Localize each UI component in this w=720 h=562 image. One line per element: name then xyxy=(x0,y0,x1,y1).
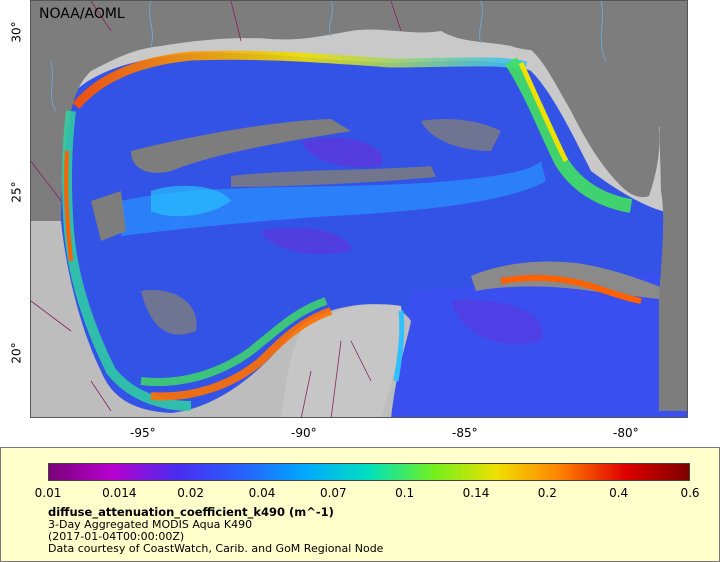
colorbar-tick-label: 0.14 xyxy=(462,486,490,500)
dataset-time: (2017-01-04T00:00:00Z) xyxy=(48,530,185,543)
data-credit: Data courtesy of CoastWatch, Carib. and … xyxy=(48,542,384,555)
cloud-patch-east xyxy=(421,119,501,151)
florida-peninsula xyxy=(526,31,660,198)
colorbar-tick-label: 0.1 xyxy=(395,486,415,500)
purple-patch-1 xyxy=(301,137,383,168)
map-image xyxy=(31,1,687,417)
cloud-patch-south xyxy=(141,290,197,335)
colorbar-tick-label: 0.07 xyxy=(319,486,347,500)
lat-tick-30: 30° xyxy=(9,21,24,43)
lon-tick-85: -85° xyxy=(452,426,478,440)
colorbar-tick-label: 0.01 xyxy=(34,486,62,500)
colorbar-tick-label: 0.4 xyxy=(609,486,629,500)
river-lines xyxy=(50,1,607,112)
map-panel: NOAA/AOML xyxy=(30,0,688,418)
purple-patch-2 xyxy=(261,227,351,255)
colorbar-tick-label: 0.02 xyxy=(177,486,205,500)
coast-band-florida xyxy=(505,57,633,213)
coast-band-north xyxy=(72,50,528,109)
coast-band-campeche xyxy=(150,307,333,401)
coast-band-yucatan-east xyxy=(393,310,405,382)
caribbean-ocean xyxy=(391,271,687,417)
variable-name: diffuse_attenuation_coefficient_k490 (m^… xyxy=(48,505,334,519)
dataset-description: 3-Day Aggregated MODIS Aqua K490 xyxy=(48,518,253,531)
colorbar-tick-label: 0.2 xyxy=(537,486,557,500)
east-landmass xyxy=(656,1,687,411)
western-cyan-patch xyxy=(151,185,231,217)
colorbar-tick-label: 0.04 xyxy=(248,486,276,500)
yucatan-peninsula xyxy=(281,304,402,417)
coast-band-campeche-green xyxy=(140,297,328,386)
us-landmass xyxy=(31,1,687,221)
cloud-band-north xyxy=(131,119,351,173)
lon-tick-90: -90° xyxy=(291,426,317,440)
lat-tick-20: 20° xyxy=(9,342,24,364)
colorbar-tick-label: 0.6 xyxy=(680,486,700,500)
purple-patch-3 xyxy=(451,300,543,345)
cloud-band-west xyxy=(91,191,126,241)
coast-band-cuba xyxy=(500,275,642,304)
lon-tick-95: -95° xyxy=(130,426,156,440)
lon-tick-80: -80° xyxy=(613,426,639,440)
loop-current-band xyxy=(121,161,546,236)
colorbar-tick-label: 0.014 xyxy=(102,486,137,500)
coast-band-florida-inner xyxy=(518,61,569,163)
coast-band-west-red xyxy=(64,150,73,262)
legend-panel: 0.01 0.014 0.02 0.04 0.07 0.1 0.14 0.2 0.4 0.6 di… xyxy=(0,447,720,562)
cloud-band-center xyxy=(231,166,436,187)
border-lines xyxy=(31,1,402,417)
map-label: NOAA/AOML xyxy=(39,6,125,22)
lat-tick-25: 25° xyxy=(9,181,24,203)
colorbar xyxy=(48,463,690,481)
